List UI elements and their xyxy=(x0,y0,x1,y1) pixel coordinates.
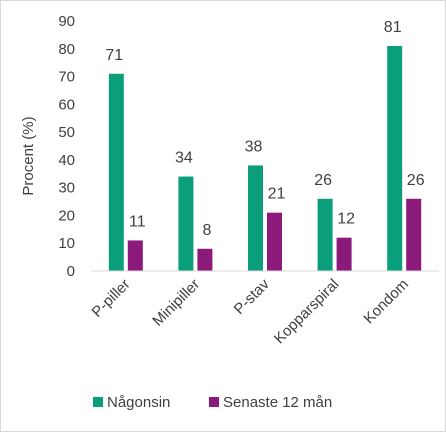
y-axis-label: Procent (%) xyxy=(20,116,37,195)
legend-swatch xyxy=(209,397,219,407)
bar xyxy=(267,212,282,271)
y-tick-label: 10 xyxy=(58,235,75,252)
y-tick-label: 40 xyxy=(58,152,75,169)
bar xyxy=(248,165,263,271)
y-tick-label: 60 xyxy=(58,96,75,113)
data-label: 38 xyxy=(245,138,263,155)
data-labels: 71 11 34 8 38 21 26 12 81 26 xyxy=(105,19,424,239)
bar xyxy=(127,240,143,271)
y-tick-label: 20 xyxy=(58,207,75,224)
data-label: 21 xyxy=(268,186,286,203)
x-tick-label: P-stav xyxy=(231,275,273,317)
bar xyxy=(406,198,422,271)
legend-swatch xyxy=(93,397,103,407)
x-tick-label: Kopparspiral xyxy=(271,276,343,348)
y-tick-label: 70 xyxy=(58,69,75,86)
x-tick-label: Minipiller xyxy=(149,276,203,330)
y-tick-label: 0 xyxy=(67,263,75,280)
data-label: 12 xyxy=(337,211,355,228)
legend-label: Senaste 12 mån xyxy=(223,394,332,411)
legend-label: Någonsin xyxy=(107,394,170,411)
data-label: 81 xyxy=(384,19,402,36)
data-label: 8 xyxy=(202,222,211,239)
x-tick-label: Kondom xyxy=(360,276,412,328)
data-label: 26 xyxy=(314,172,332,189)
y-tick-label: 50 xyxy=(58,124,75,141)
y-tick-label: 30 xyxy=(58,180,75,197)
bar xyxy=(336,237,352,271)
y-axis: 0 10 20 30 40 50 60 70 80 90 xyxy=(58,13,75,280)
bar xyxy=(317,198,333,271)
y-tick-label: 90 xyxy=(58,13,75,30)
bar xyxy=(178,176,194,271)
bars xyxy=(108,46,422,272)
data-label: 71 xyxy=(105,47,123,64)
bar xyxy=(197,248,213,271)
data-label: 11 xyxy=(129,213,146,230)
data-label: 34 xyxy=(175,150,193,167)
y-tick-label: 80 xyxy=(58,41,75,58)
bar xyxy=(387,46,403,271)
bar xyxy=(108,73,124,272)
x-tick-label: P-piller xyxy=(89,276,134,321)
data-label: 26 xyxy=(407,172,425,189)
legend: Någonsin Senaste 12 mån xyxy=(93,394,332,411)
